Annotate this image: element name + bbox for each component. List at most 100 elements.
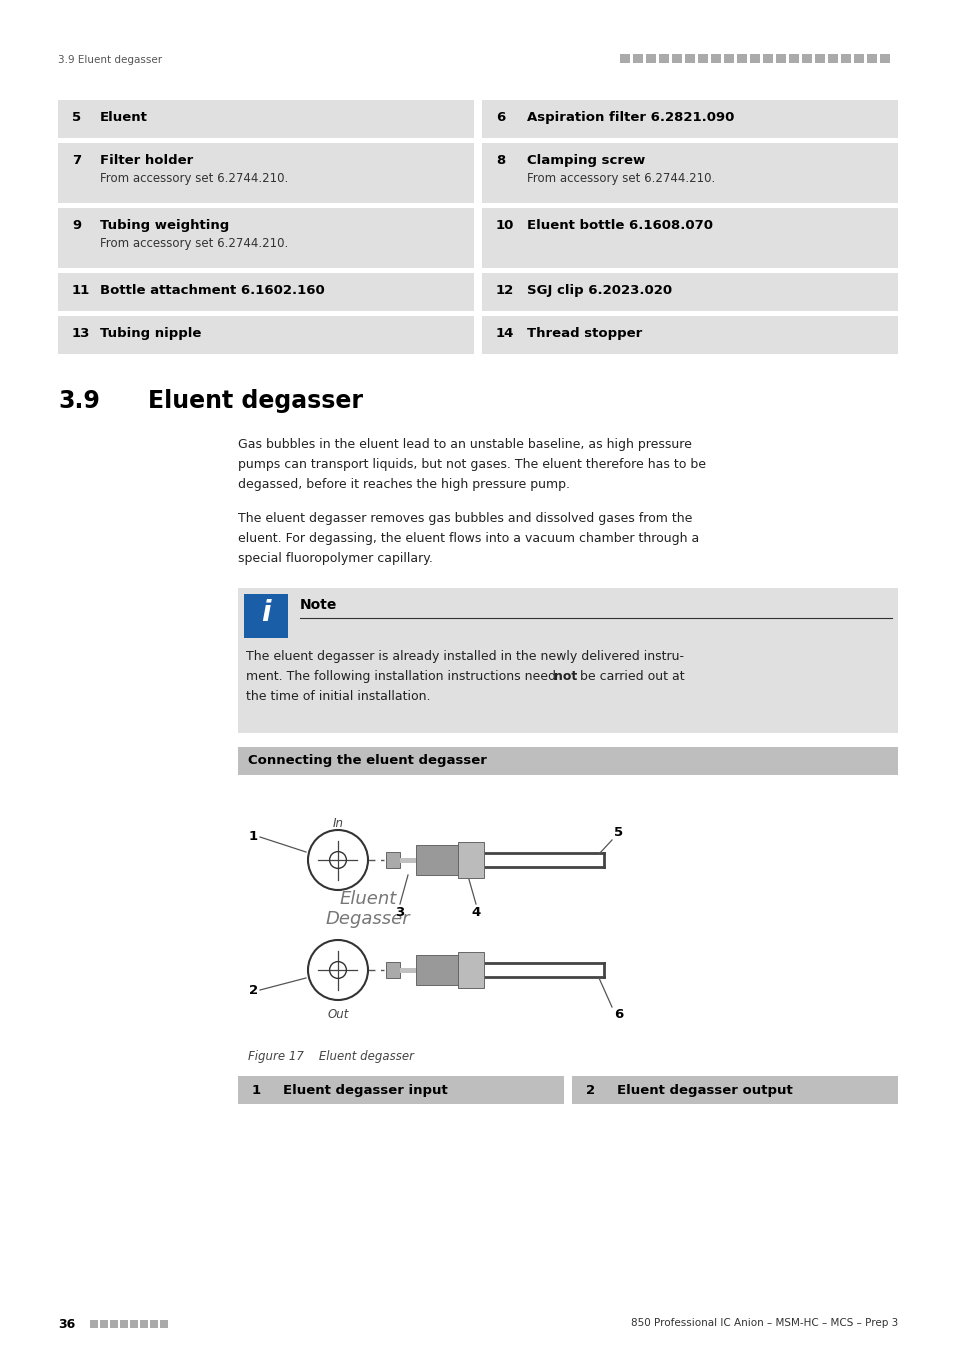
Text: 8: 8	[496, 154, 505, 167]
FancyBboxPatch shape	[237, 1076, 563, 1104]
FancyBboxPatch shape	[481, 143, 897, 202]
FancyBboxPatch shape	[671, 54, 681, 63]
FancyBboxPatch shape	[150, 1320, 158, 1328]
Text: 9: 9	[71, 219, 81, 232]
FancyBboxPatch shape	[841, 54, 850, 63]
FancyBboxPatch shape	[572, 1076, 897, 1104]
FancyBboxPatch shape	[110, 1320, 118, 1328]
FancyBboxPatch shape	[827, 54, 837, 63]
Text: The eluent degasser removes gas bubbles and dissolved gases from the: The eluent degasser removes gas bubbles …	[237, 512, 692, 525]
Text: Out: Out	[327, 1008, 349, 1021]
Text: Figure 17    Eluent degasser: Figure 17 Eluent degasser	[248, 1050, 414, 1062]
Text: 12: 12	[496, 284, 514, 297]
Text: 5: 5	[71, 111, 81, 124]
FancyBboxPatch shape	[120, 1320, 128, 1328]
Text: special fluoropolymer capillary.: special fluoropolymer capillary.	[237, 552, 433, 566]
Text: 3.9: 3.9	[58, 389, 100, 413]
Text: 6: 6	[496, 111, 505, 124]
Text: 7: 7	[71, 154, 81, 167]
Text: From accessory set 6.2744.210.: From accessory set 6.2744.210.	[100, 171, 288, 185]
FancyBboxPatch shape	[749, 54, 760, 63]
Text: In: In	[333, 817, 343, 830]
Text: Eluent degasser output: Eluent degasser output	[617, 1084, 792, 1098]
Text: 3: 3	[395, 906, 404, 918]
Text: 850 Professional IC Anion – MSM-HC – MCS – Prep 3: 850 Professional IC Anion – MSM-HC – MCS…	[630, 1318, 897, 1328]
FancyBboxPatch shape	[710, 54, 720, 63]
Text: degassed, before it reaches the high pressure pump.: degassed, before it reaches the high pre…	[237, 478, 569, 491]
Text: not: not	[554, 670, 577, 683]
Text: Clamping screw: Clamping screw	[526, 154, 644, 167]
Text: Tubing weighting: Tubing weighting	[100, 219, 229, 232]
FancyBboxPatch shape	[58, 273, 474, 311]
FancyBboxPatch shape	[386, 852, 399, 868]
Text: Eluent bottle 6.1608.070: Eluent bottle 6.1608.070	[526, 219, 712, 232]
FancyBboxPatch shape	[788, 54, 799, 63]
Text: Eluent degasser: Eluent degasser	[148, 389, 363, 413]
Text: Thread stopper: Thread stopper	[526, 327, 641, 340]
FancyBboxPatch shape	[416, 954, 457, 986]
FancyBboxPatch shape	[90, 1320, 98, 1328]
FancyBboxPatch shape	[801, 54, 811, 63]
Text: i: i	[261, 599, 271, 626]
FancyBboxPatch shape	[386, 963, 399, 977]
Text: Eluent: Eluent	[100, 111, 148, 124]
Text: 11: 11	[71, 284, 91, 297]
Text: 13: 13	[71, 327, 91, 340]
FancyBboxPatch shape	[58, 208, 474, 269]
FancyBboxPatch shape	[416, 845, 457, 875]
FancyBboxPatch shape	[866, 54, 876, 63]
FancyBboxPatch shape	[237, 747, 897, 775]
FancyBboxPatch shape	[58, 143, 474, 202]
FancyBboxPatch shape	[684, 54, 695, 63]
FancyBboxPatch shape	[100, 1320, 108, 1328]
Text: 36: 36	[58, 1318, 75, 1331]
Text: From accessory set 6.2744.210.: From accessory set 6.2744.210.	[100, 238, 288, 250]
FancyBboxPatch shape	[457, 952, 483, 988]
FancyBboxPatch shape	[633, 54, 642, 63]
Text: the time of initial installation.: the time of initial installation.	[246, 690, 430, 703]
FancyBboxPatch shape	[659, 54, 668, 63]
Text: 10: 10	[496, 219, 514, 232]
Text: 5: 5	[614, 825, 622, 838]
Text: Note: Note	[299, 598, 337, 612]
Text: The eluent degasser is already installed in the newly delivered instru-: The eluent degasser is already installed…	[246, 649, 683, 663]
Text: From accessory set 6.2744.210.: From accessory set 6.2744.210.	[526, 171, 715, 185]
Text: 2: 2	[585, 1084, 595, 1098]
FancyBboxPatch shape	[58, 316, 474, 354]
Text: Connecting the eluent degasser: Connecting the eluent degasser	[248, 755, 486, 767]
Text: Tubing nipple: Tubing nipple	[100, 327, 201, 340]
FancyBboxPatch shape	[737, 54, 746, 63]
Text: Aspiration filter 6.2821.090: Aspiration filter 6.2821.090	[526, 111, 734, 124]
FancyBboxPatch shape	[160, 1320, 168, 1328]
FancyBboxPatch shape	[244, 594, 288, 639]
FancyBboxPatch shape	[645, 54, 656, 63]
Text: eluent. For degassing, the eluent flows into a vacuum chamber through a: eluent. For degassing, the eluent flows …	[237, 532, 699, 545]
Text: Bottle attachment 6.1602.160: Bottle attachment 6.1602.160	[100, 284, 324, 297]
Text: 14: 14	[496, 327, 514, 340]
Text: 4: 4	[471, 906, 480, 918]
Text: Eluent: Eluent	[339, 890, 396, 909]
FancyBboxPatch shape	[481, 100, 897, 138]
FancyBboxPatch shape	[879, 54, 889, 63]
FancyBboxPatch shape	[853, 54, 863, 63]
FancyBboxPatch shape	[481, 316, 897, 354]
Text: 1: 1	[249, 830, 257, 844]
Text: SGJ clip 6.2023.020: SGJ clip 6.2023.020	[526, 284, 672, 297]
Text: pumps can transport liquids, but not gases. The eluent therefore has to be: pumps can transport liquids, but not gas…	[237, 458, 705, 471]
FancyBboxPatch shape	[130, 1320, 138, 1328]
FancyBboxPatch shape	[140, 1320, 148, 1328]
FancyBboxPatch shape	[457, 842, 483, 878]
FancyBboxPatch shape	[237, 589, 897, 733]
FancyBboxPatch shape	[814, 54, 824, 63]
FancyBboxPatch shape	[619, 54, 629, 63]
FancyBboxPatch shape	[399, 859, 416, 863]
FancyBboxPatch shape	[723, 54, 733, 63]
Text: Eluent degasser input: Eluent degasser input	[283, 1084, 447, 1098]
Text: 3.9 Eluent degasser: 3.9 Eluent degasser	[58, 55, 162, 65]
FancyBboxPatch shape	[481, 208, 897, 269]
FancyBboxPatch shape	[698, 54, 707, 63]
FancyBboxPatch shape	[775, 54, 785, 63]
Text: ment. The following installation instructions need: ment. The following installation instruc…	[246, 670, 559, 683]
Text: be carried out at: be carried out at	[576, 670, 684, 683]
Text: Filter holder: Filter holder	[100, 154, 193, 167]
